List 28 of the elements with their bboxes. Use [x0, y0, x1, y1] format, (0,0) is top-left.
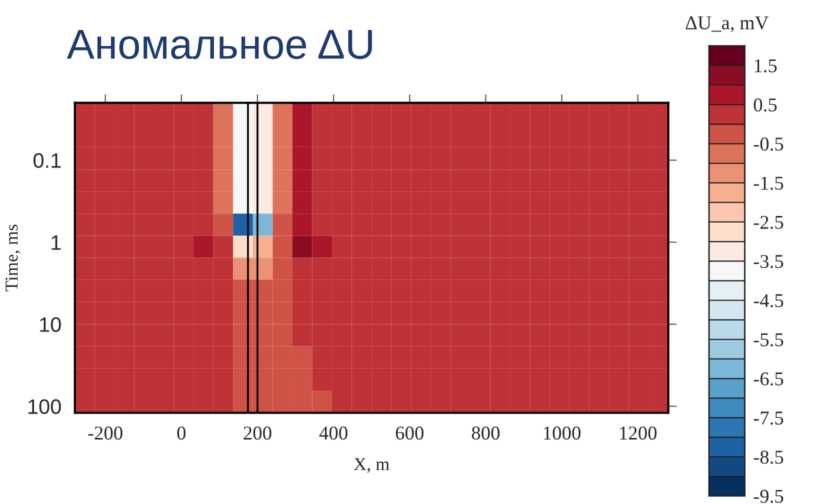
color-bar-label: -3.5 — [754, 254, 784, 268]
color-bar-title: ΔU_a, mV — [686, 16, 769, 32]
x-tick-label: 1000 — [544, 426, 580, 440]
color-bar-label: -8.5 — [754, 450, 784, 464]
color-bar-label: -4.5 — [754, 294, 784, 308]
x-tick-label: 800 — [472, 426, 500, 440]
color-bar-label: 1.5 — [754, 59, 777, 72]
color-bar-label: -0.5 — [754, 138, 784, 151]
y-tick-label: 1 — [52, 235, 61, 250]
x-tick-label: 400 — [319, 426, 348, 440]
y-tick-label: 0.1 — [34, 153, 61, 168]
color-bar-label: -1.5 — [754, 176, 784, 190]
color-bar-label: -7.5 — [754, 412, 784, 425]
color-bar-label: -9.5 — [754, 490, 784, 503]
color-bar-label: -5.5 — [754, 333, 784, 346]
color-bar-label: -2.5 — [754, 216, 784, 229]
x-tick-label: 1200 — [620, 426, 657, 440]
chart-title: Аномальное ΔU — [66, 30, 372, 60]
color-bar-label: -6.5 — [754, 372, 784, 386]
x-tick-label: 0 — [177, 426, 186, 440]
y-tick-label: 10 — [40, 317, 61, 332]
y-tick-label: 100 — [28, 399, 61, 414]
x-tick-label: 200 — [244, 426, 272, 440]
x-tick-label: 600 — [396, 426, 424, 440]
y-axis-title: Time, ms — [6, 224, 20, 292]
x-axis-title: X, m — [354, 458, 390, 473]
color-bar-label: 0.5 — [754, 98, 777, 112]
x-tick-label: -200 — [88, 426, 122, 440]
